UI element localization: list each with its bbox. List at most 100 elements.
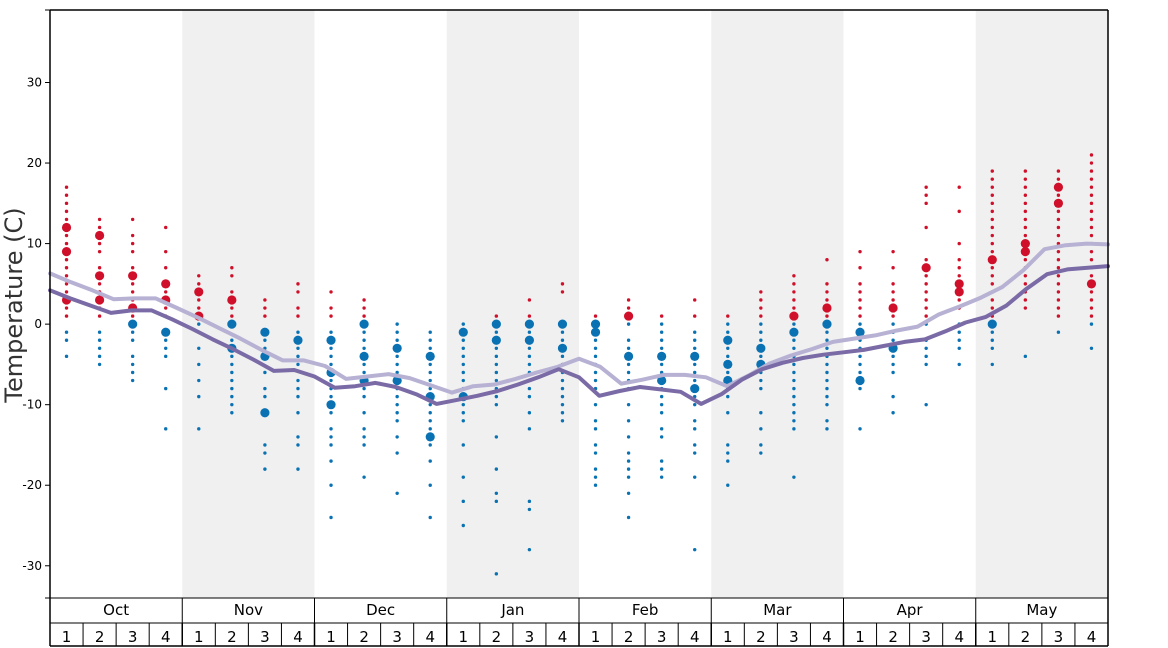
data-point: [130, 338, 135, 342]
data-point: [626, 402, 631, 407]
data-point: [230, 386, 234, 391]
data-point: [64, 306, 69, 310]
data-point: [527, 354, 532, 359]
data-point: [659, 467, 664, 471]
week-label: 4: [822, 628, 832, 646]
data-point: [329, 483, 333, 487]
data-point: [1056, 193, 1061, 197]
data-point: [957, 298, 961, 302]
data-point: [362, 330, 366, 334]
data-point: [759, 298, 763, 302]
y-tick-label: -30: [22, 559, 42, 573]
data-point: [858, 370, 862, 375]
data-point: [990, 249, 994, 254]
data-point: [362, 314, 366, 318]
data-point: [164, 225, 168, 230]
y-tick-label: 20: [27, 156, 42, 170]
data-point: [362, 306, 366, 310]
data-point: [428, 346, 432, 351]
data-point: [362, 386, 366, 391]
data-point: [428, 362, 432, 367]
data-point: [693, 378, 697, 383]
data-point: [395, 435, 399, 439]
data-point: [693, 443, 697, 447]
large-data-point: [326, 335, 336, 345]
data-point: [428, 419, 432, 423]
large-data-point: [94, 295, 105, 305]
data-point: [693, 547, 697, 552]
data-point: [461, 443, 465, 447]
data-point: [891, 370, 895, 375]
data-point: [395, 354, 399, 359]
data-point: [924, 290, 928, 294]
data-point: [461, 523, 465, 528]
data-point: [64, 338, 69, 342]
data-point: [593, 314, 598, 318]
data-point: [957, 209, 961, 214]
data-point: [1023, 354, 1028, 359]
data-point: [990, 233, 994, 238]
large-data-point: [789, 311, 799, 321]
data-point: [759, 427, 763, 431]
data-point: [792, 346, 796, 351]
data-point: [957, 346, 961, 351]
data-point: [130, 370, 135, 375]
data-point: [792, 362, 796, 367]
data-point: [329, 394, 333, 399]
data-point: [1023, 225, 1028, 230]
data-point: [858, 298, 862, 302]
large-data-point: [590, 319, 601, 329]
data-point: [296, 306, 300, 310]
data-point: [759, 322, 763, 326]
data-point: [957, 338, 961, 342]
data-point: [1023, 282, 1028, 286]
large-data-point: [987, 255, 997, 265]
data-point: [296, 394, 300, 399]
data-point: [428, 386, 432, 391]
data-point: [990, 338, 994, 342]
data-point: [395, 330, 399, 334]
week-label: 2: [492, 628, 502, 646]
data-point: [626, 491, 631, 495]
data-point: [891, 354, 895, 359]
data-point: [659, 402, 664, 407]
data-point: [64, 217, 69, 222]
data-point: [858, 322, 862, 326]
data-point: [990, 274, 994, 278]
month-label-apr: Apr: [897, 601, 924, 619]
data-point: [494, 402, 499, 407]
data-point: [527, 298, 532, 302]
data-point: [329, 346, 333, 351]
large-data-point: [260, 408, 270, 418]
data-point: [693, 362, 697, 367]
data-point: [759, 386, 763, 391]
data-point: [693, 451, 697, 455]
data-point: [362, 475, 366, 479]
data-point: [825, 386, 829, 391]
data-point: [230, 266, 234, 270]
data-point: [1023, 257, 1028, 262]
data-point: [560, 338, 565, 342]
data-point: [1089, 306, 1094, 310]
large-data-point: [128, 271, 138, 281]
data-point: [1089, 201, 1094, 206]
data-point: [957, 257, 961, 262]
data-point: [560, 402, 565, 407]
data-point: [792, 290, 796, 294]
data-point: [626, 338, 631, 342]
data-point: [64, 209, 69, 214]
data-point: [527, 330, 532, 334]
data-point: [693, 419, 697, 423]
data-point: [1023, 177, 1028, 181]
data-point: [825, 298, 829, 302]
data-point: [527, 314, 532, 318]
data-point: [825, 370, 829, 375]
month-band-mar: [711, 10, 844, 598]
data-point: [990, 346, 994, 351]
data-point: [428, 443, 432, 447]
week-label: 3: [921, 628, 931, 646]
data-point: [230, 394, 234, 399]
data-point: [362, 346, 366, 351]
large-data-point: [855, 327, 865, 337]
data-point: [97, 249, 102, 254]
